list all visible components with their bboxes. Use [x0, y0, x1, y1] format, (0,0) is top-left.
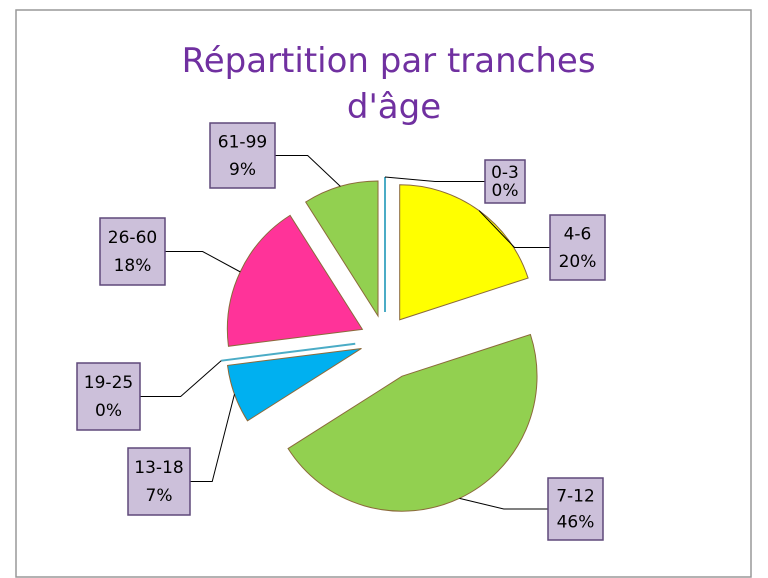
leader-line	[165, 251, 241, 273]
category-label: 0-3	[491, 163, 519, 183]
leader-line	[384, 176, 485, 182]
value-label: 0%	[95, 401, 122, 421]
pie-slice	[226, 347, 362, 422]
value-label: 18%	[114, 256, 152, 276]
label-box	[547, 477, 604, 541]
title-line: Répartition par tranches	[182, 41, 596, 81]
leader-line	[478, 210, 550, 248]
pie-slice	[304, 180, 379, 318]
label-box	[99, 217, 166, 286]
value-label: 20%	[559, 252, 597, 272]
value-label: 9%	[229, 160, 256, 180]
label-box	[76, 362, 141, 431]
title-line: d'âge	[347, 87, 441, 127]
leader-line	[140, 360, 222, 397]
pie-slice	[226, 214, 364, 347]
category-label: 13-18	[134, 458, 183, 478]
label-box	[209, 122, 276, 189]
value-label: 46%	[557, 513, 595, 533]
category-label: 4-6	[564, 225, 592, 245]
leader-line	[275, 155, 341, 187]
category-label: 26-60	[108, 228, 157, 248]
label-box	[127, 447, 191, 516]
value-label: 7%	[146, 486, 173, 506]
category-label: 7-12	[556, 487, 595, 507]
category-label: 19-25	[84, 373, 133, 393]
pie-slice	[287, 333, 538, 512]
label-box	[549, 214, 606, 281]
pie-slice	[221, 342, 356, 362]
leader-line	[190, 394, 235, 482]
chart-title: Répartition par tranches d'âge	[182, 41, 607, 127]
label-box	[484, 159, 526, 204]
leader-line	[459, 497, 548, 510]
category-label: 61-99	[218, 133, 267, 153]
value-label: 0%	[492, 181, 519, 201]
